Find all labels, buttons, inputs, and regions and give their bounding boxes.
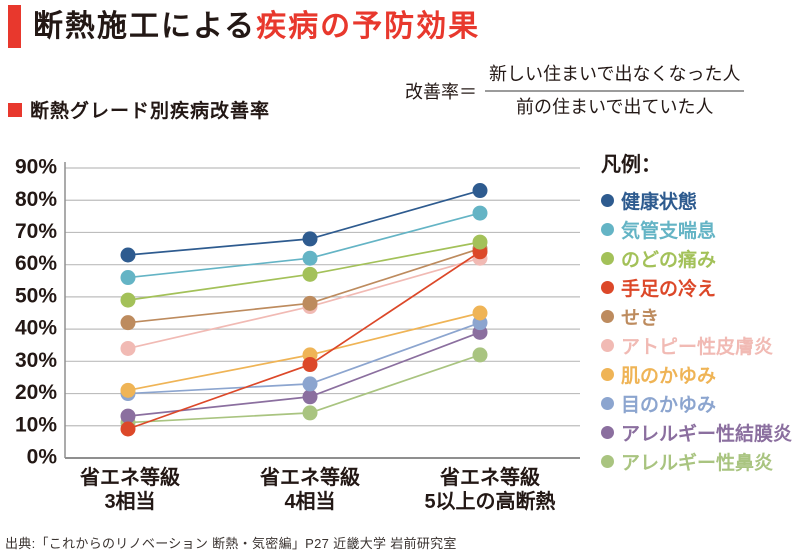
legend-item-3: 手足の冷え bbox=[601, 273, 792, 302]
series-dot-1-2 bbox=[472, 205, 488, 221]
x-axis-category-label: 省エネ等級 3相当 bbox=[79, 465, 180, 513]
series-dot-4-1 bbox=[302, 295, 318, 311]
legend-dot-icon bbox=[601, 194, 614, 207]
series-dot-0-1 bbox=[302, 231, 318, 247]
formula-fraction: 新しい住まいで出なくなった人 前の住まいで出ていた人 bbox=[485, 63, 745, 118]
legend-dot-icon bbox=[601, 281, 614, 294]
legend-item-1: 気管支喘息 bbox=[601, 215, 792, 244]
legend-item-5: アトピー性皮膚炎 bbox=[601, 331, 792, 360]
series-dot-1-1 bbox=[302, 250, 318, 266]
legend-item-4: せき bbox=[601, 302, 792, 331]
title-accent-bar bbox=[8, 5, 21, 48]
red-square-bullet-icon bbox=[8, 102, 22, 117]
legend-item-label: アレルギー性鼻炎 bbox=[621, 453, 774, 474]
legend-dot-icon bbox=[601, 455, 614, 468]
series-line-8 bbox=[127, 331, 481, 417]
series-dot-8-1 bbox=[302, 389, 318, 405]
legend-dot-icon bbox=[601, 339, 614, 352]
y-axis-tick-label: 80% bbox=[15, 188, 57, 211]
page-title-red: 疾病の予防効果 bbox=[256, 10, 481, 43]
series-dot-2-0 bbox=[120, 292, 136, 308]
legend-item-8: アレルギー性結膜炎 bbox=[601, 418, 792, 447]
y-axis-tick-label: 50% bbox=[15, 284, 57, 307]
legend-items: 健康状態気管支喘息のどの痛み手足の冷えせきアトピー性皮膚炎 肌のかゆみ目のかゆみア… bbox=[601, 186, 792, 476]
series-dot-7-1 bbox=[302, 376, 318, 392]
page-header: 断熱施工による疾病の予防効果 bbox=[8, 5, 480, 48]
legend-title: 凡例： bbox=[601, 154, 661, 176]
legend-dot-icon bbox=[601, 252, 614, 265]
legend-item-9: アレルギー性鼻炎 bbox=[601, 447, 792, 476]
legend-item-label: アトピー性皮膚炎 bbox=[621, 337, 774, 358]
legend-item-0: 健康状態 bbox=[601, 186, 792, 215]
legend-item-label: せき bbox=[621, 308, 660, 329]
source-credit: 出典:「これからのリノベーション 断熱・気密編」P27 近畿大学 岩前研究室 bbox=[5, 536, 457, 551]
legend-dot-icon bbox=[601, 397, 614, 410]
legend-dot-icon bbox=[601, 310, 614, 323]
legend-item-label: アレルギー性結膜炎 bbox=[621, 424, 793, 445]
legend-item-label: 目のかゆみ bbox=[621, 395, 717, 416]
series-dot-3-1 bbox=[302, 357, 318, 373]
legend-item-6: 肌のかゆみ bbox=[601, 360, 792, 389]
series-dot-9-2 bbox=[472, 347, 488, 363]
formula-denominator: 前の住まいで出ていた人 bbox=[516, 96, 714, 117]
series-dot-5-0 bbox=[120, 340, 136, 356]
series-dot-0-2 bbox=[472, 183, 488, 199]
y-axis-tick-label: 20% bbox=[15, 381, 57, 404]
series-dot-6-0 bbox=[120, 382, 136, 398]
y-axis-tick-label: 60% bbox=[15, 252, 57, 275]
legend-item-label: 手足の冷え bbox=[621, 279, 717, 300]
legend-item-label: のどの痛み bbox=[621, 250, 717, 271]
legend-item-label: 気管支喘息 bbox=[621, 221, 717, 242]
y-axis-tick-label: 40% bbox=[15, 317, 57, 340]
series-dot-9-1 bbox=[302, 405, 318, 421]
series-line-1 bbox=[127, 212, 481, 279]
series-dot-2-2 bbox=[472, 234, 488, 250]
page-title-black: 断熱施工による bbox=[33, 10, 257, 43]
page-title: 断熱施工による疾病の予防効果 bbox=[33, 5, 480, 48]
legend-item-label: 健康状態 bbox=[621, 192, 698, 213]
formula-numerator: 新しい住まいで出なくなった人 bbox=[485, 63, 745, 92]
legend: 凡例： 健康状態気管支喘息のどの痛み手足の冷えせきアトピー性皮膚炎 肌のかゆみ目の… bbox=[601, 148, 792, 476]
series-dot-2-1 bbox=[302, 266, 318, 282]
series-dot-8-0 bbox=[120, 408, 136, 424]
legend-dot-icon bbox=[601, 426, 614, 439]
series-dot-0-0 bbox=[120, 247, 136, 263]
improvement-rate-formula: 改善率＝ 新しい住まいで出なくなった人 前の住まいで出ていた人 bbox=[405, 63, 745, 118]
legend-item-2: のどの痛み bbox=[601, 244, 792, 273]
y-axis-tick-label: 30% bbox=[15, 349, 57, 372]
legend-dot-icon bbox=[601, 223, 614, 236]
legend-dot-icon bbox=[601, 368, 614, 381]
y-axis-tick-label: 0% bbox=[27, 446, 58, 469]
legend-item-label: 肌のかゆみ bbox=[621, 366, 717, 387]
y-axis-tick-label: 10% bbox=[15, 413, 57, 436]
x-axis-category-label: 省エネ等級 5以上の高断熱 bbox=[424, 465, 555, 513]
chart-subtitle-label: 断熱グレード別疾病改善率 bbox=[30, 101, 271, 122]
y-axis-tick-label: 90% bbox=[15, 156, 57, 179]
series-dot-6-2 bbox=[472, 305, 488, 321]
series-dot-1-0 bbox=[120, 270, 136, 286]
x-axis-category-label: 省エネ等級 4相当 bbox=[259, 465, 360, 513]
formula-label: 改善率＝ bbox=[405, 81, 477, 102]
y-axis-tick-label: 70% bbox=[15, 220, 57, 243]
chart-subtitle: 断熱グレード別疾病改善率 bbox=[8, 96, 270, 123]
legend-item-7: 目のかゆみ bbox=[601, 389, 792, 418]
series-dot-3-0 bbox=[120, 421, 136, 437]
series-dot-4-0 bbox=[120, 315, 136, 331]
